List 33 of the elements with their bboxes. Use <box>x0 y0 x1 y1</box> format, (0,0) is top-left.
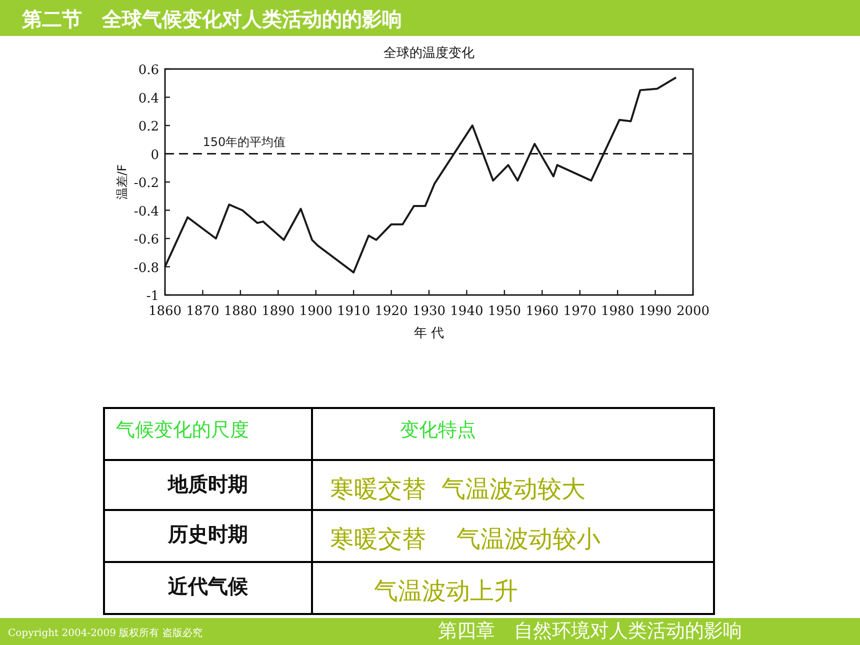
ref-line: 150年的平均值 <box>165 134 693 154</box>
x-tick-label: 1870 <box>186 304 220 319</box>
y-tick-label: 0.2 <box>138 120 159 134</box>
x-tick-label: 1900 <box>299 304 332 319</box>
x-tick-label: 1920 <box>374 304 408 319</box>
x-tick-label: 1860 <box>148 304 182 319</box>
x-tick-label: 1970 <box>563 304 596 319</box>
y-axis-title: 温差/F <box>115 164 129 200</box>
y-tick-label: 0.4 <box>138 91 159 106</box>
y-tick-label: -0.2 <box>134 176 159 191</box>
x-tick-label: 1930 <box>412 304 446 319</box>
x-tick-label: 1940 <box>450 304 484 319</box>
chart-subtitle: 全球的温度变化 <box>384 45 474 61</box>
x-tick-label: 1910 <box>337 304 370 319</box>
x-tick-label: 1980 <box>601 304 634 319</box>
x-tick-label: 1950 <box>488 304 521 319</box>
y-tick-label: 0.6 <box>138 63 159 78</box>
table: 气候变化的尺度 变化特点 地质时期 寒暖交替 气温波动较大 历史时期 寒暖交替 气温波动较小 近代气候 气温波动上升 <box>103 407 715 615</box>
x-tick-label: 1890 <box>262 304 295 319</box>
y-tick-label: -0.4 <box>134 204 159 220</box>
x-axis-title: 年 代 <box>414 326 444 341</box>
x-tick-label: 1880 <box>224 304 257 319</box>
ref-line-label: 150年的平均值 <box>202 134 286 149</box>
chart-title: 第二节 全球气候变化对人类活动的的影响 <box>21 7 402 31</box>
y-tick-label: -0.6 <box>134 232 159 248</box>
x-tick-label: 1960 <box>526 304 559 319</box>
x-tick-label: 1990 <box>638 304 672 319</box>
y-tick-label: 0 <box>150 148 159 163</box>
text: 第四章 自然环境对人类活动的影响 <box>438 620 742 642</box>
text: Copyright 2004-2009 版权所有 盗版必究 <box>8 627 202 639</box>
x-tick-label: 2000 <box>676 304 710 319</box>
y-tick-label: -1 <box>146 289 159 304</box>
y-tick-label: -0.8 <box>134 260 159 276</box>
